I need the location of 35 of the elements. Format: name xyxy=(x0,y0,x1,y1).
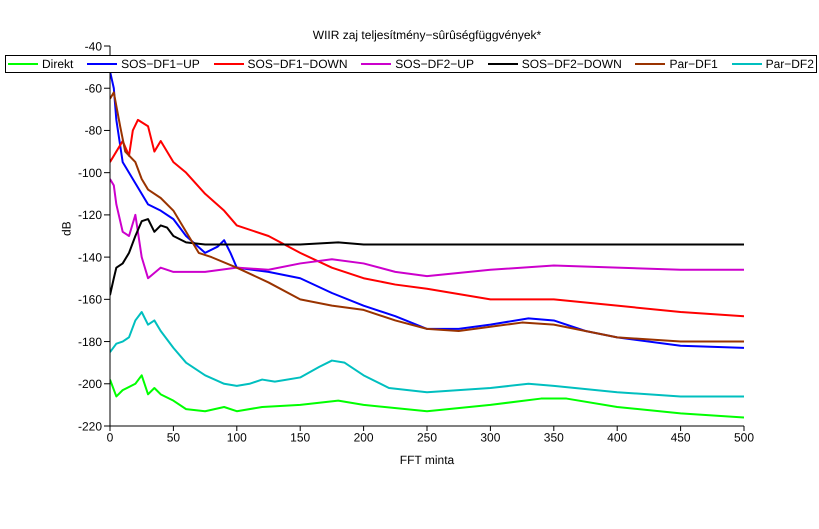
x-tick-label: 50 xyxy=(166,430,180,445)
line-series xyxy=(110,118,744,318)
line-series xyxy=(110,311,744,398)
x-tick-label: 150 xyxy=(290,430,311,445)
y-tick-label: -60 xyxy=(84,81,102,96)
y-tick-label: -80 xyxy=(84,124,102,138)
line-series xyxy=(110,178,744,280)
legend-label: Direkt xyxy=(41,56,74,72)
y-tick-label: -100 xyxy=(78,166,102,180)
y-tick-label: -200 xyxy=(78,377,102,392)
x-tick-label: 0 xyxy=(106,430,114,445)
x-tick-label: 300 xyxy=(480,430,501,445)
y-tick-label: -220 xyxy=(78,419,102,434)
legend-label: Par−DF2 xyxy=(764,56,814,72)
x-tick-label: 400 xyxy=(607,430,628,445)
x-tick-label: 250 xyxy=(416,430,438,445)
y-tick-label: -180 xyxy=(78,334,102,349)
y-tick-label: -160 xyxy=(78,292,102,307)
y-tick-label: -40 xyxy=(84,39,102,54)
x-tick-label: 100 xyxy=(226,430,248,445)
legend-label: SOS−DF1−UP xyxy=(120,56,200,72)
x-tick-label: 500 xyxy=(734,430,754,445)
legend-label: Par−DF1 xyxy=(668,56,718,72)
x-tick-label: 350 xyxy=(544,430,564,445)
x-tick-label: 450 xyxy=(670,430,691,445)
legend-label: SOS−DF2−UP xyxy=(394,56,474,72)
y-axis-title: dB xyxy=(59,221,74,236)
x-tick-label: 200 xyxy=(354,430,374,445)
y-tick-label: -120 xyxy=(78,208,102,222)
line-series xyxy=(110,374,744,419)
x-axis-title: FFT minta xyxy=(400,453,455,467)
legend-label: SOS−DF2−DOWN xyxy=(520,56,622,72)
legend-label: SOS−DF1−DOWN xyxy=(246,56,348,72)
chart-title: WIIR zaj teljesítmény−sûrûségfüggvények* xyxy=(312,28,542,42)
y-tick-label: -140 xyxy=(78,250,102,264)
